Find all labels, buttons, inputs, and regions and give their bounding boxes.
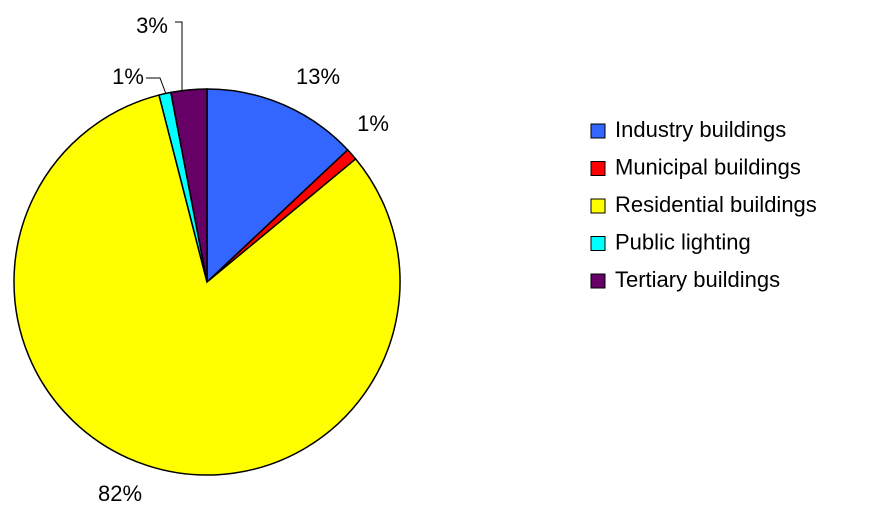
legend-label: Public lighting	[615, 229, 751, 254]
legend-label: Municipal buildings	[615, 154, 801, 179]
data-label: 82%	[98, 481, 142, 506]
pie-slice	[169, 88, 208, 283]
leader-line	[175, 21, 183, 90]
legend-swatch	[590, 198, 606, 214]
legend-label: Industry buildings	[615, 117, 786, 142]
legend-swatch	[590, 161, 606, 176]
pie-slice	[206, 88, 349, 284]
legend-swatch	[590, 273, 606, 289]
data-label: 13%	[296, 64, 340, 89]
pie-slice	[13, 94, 401, 476]
data-label: 3%	[136, 13, 168, 38]
data-label: 1%	[112, 64, 144, 89]
data-label: 1%	[357, 111, 389, 136]
legend-label: Tertiary buildings	[615, 267, 780, 292]
legend-swatch	[590, 236, 606, 251]
legend-label: Residential buildings	[615, 192, 817, 217]
leader-line	[146, 77, 167, 95]
legend-swatch	[590, 123, 606, 139]
